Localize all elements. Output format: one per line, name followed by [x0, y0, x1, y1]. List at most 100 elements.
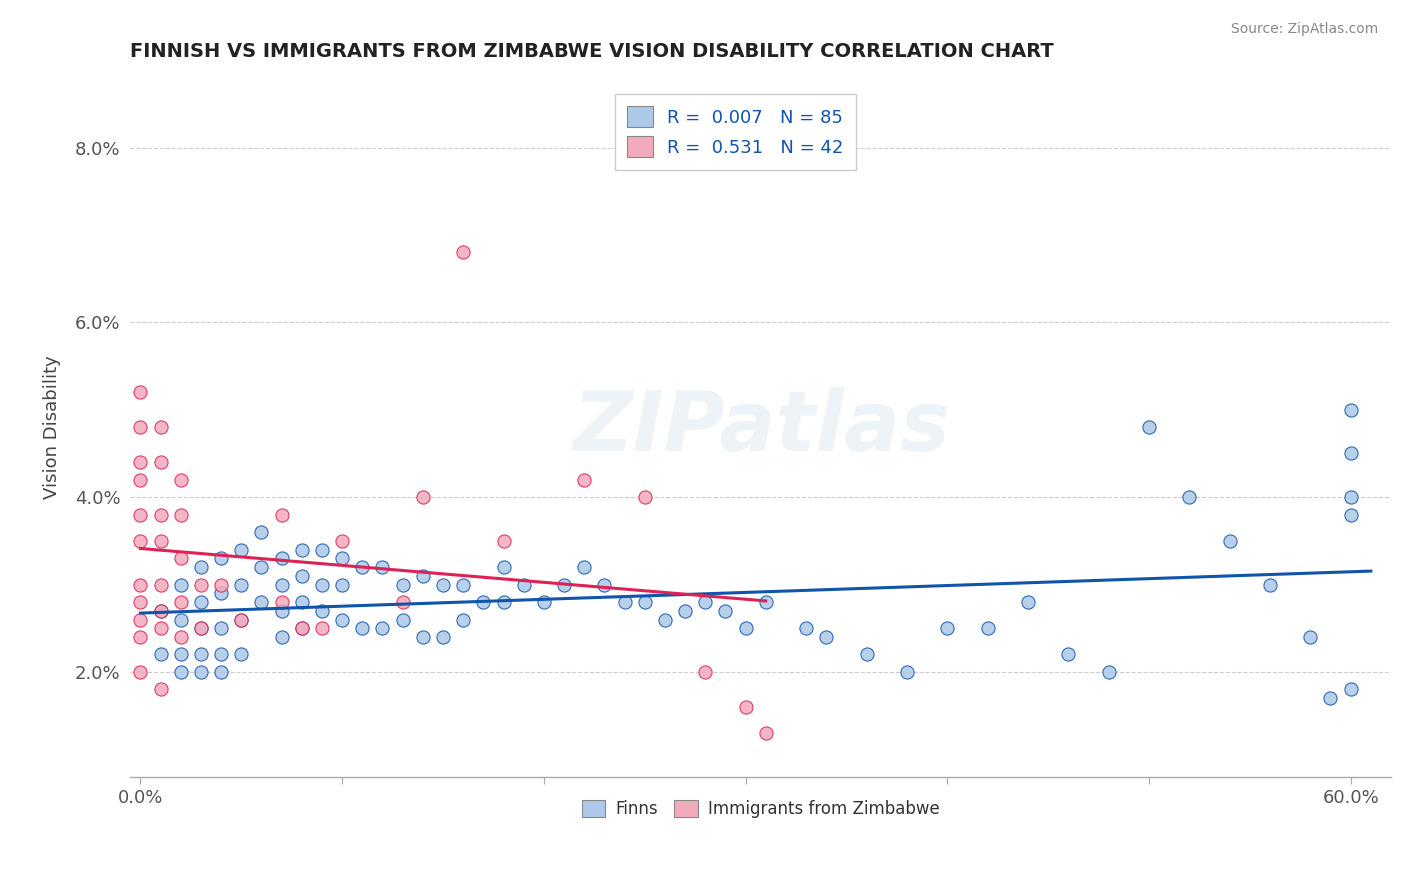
- Point: [391, 595, 413, 609]
- Point: [311, 621, 333, 635]
- Point: [270, 577, 292, 591]
- Legend: Finns, Immigrants from Zimbabwe: Finns, Immigrants from Zimbabwe: [575, 793, 946, 824]
- Point: [209, 586, 232, 600]
- Point: [231, 648, 253, 662]
- Point: [755, 726, 778, 740]
- Point: [129, 533, 152, 548]
- Point: [412, 630, 434, 644]
- Point: [209, 648, 232, 662]
- Point: [291, 621, 314, 635]
- Point: [533, 595, 555, 609]
- Point: [613, 595, 636, 609]
- Point: [391, 613, 413, 627]
- Point: [170, 648, 193, 662]
- Point: [129, 630, 152, 644]
- Point: [794, 621, 817, 635]
- Point: [330, 577, 353, 591]
- Point: [209, 551, 232, 566]
- Point: [330, 551, 353, 566]
- Point: [170, 551, 193, 566]
- Point: [270, 508, 292, 522]
- Point: [129, 385, 152, 400]
- Point: [149, 682, 172, 697]
- Point: [129, 577, 152, 591]
- Point: [593, 577, 616, 591]
- Point: [391, 577, 413, 591]
- Point: [734, 700, 756, 714]
- Point: [190, 595, 212, 609]
- Point: [1340, 682, 1362, 697]
- Point: [231, 542, 253, 557]
- Point: [231, 613, 253, 627]
- Point: [129, 665, 152, 679]
- Point: [270, 595, 292, 609]
- Point: [492, 595, 515, 609]
- Point: [231, 613, 253, 627]
- Point: [492, 533, 515, 548]
- Point: [432, 577, 454, 591]
- Text: FINNISH VS IMMIGRANTS FROM ZIMBABWE VISION DISABILITY CORRELATION CHART: FINNISH VS IMMIGRANTS FROM ZIMBABWE VISI…: [131, 42, 1054, 61]
- Point: [572, 473, 595, 487]
- Point: [291, 569, 314, 583]
- Point: [432, 630, 454, 644]
- Point: [129, 613, 152, 627]
- Point: [129, 595, 152, 609]
- Point: [270, 630, 292, 644]
- Point: [451, 613, 474, 627]
- Point: [1057, 648, 1080, 662]
- Point: [1097, 665, 1119, 679]
- Point: [695, 595, 717, 609]
- Point: [1340, 402, 1362, 417]
- Point: [149, 533, 172, 548]
- Point: [512, 577, 534, 591]
- Point: [695, 665, 717, 679]
- Point: [472, 595, 495, 609]
- Point: [371, 621, 394, 635]
- Point: [352, 560, 374, 574]
- Point: [149, 455, 172, 469]
- Point: [936, 621, 959, 635]
- Point: [1299, 630, 1322, 644]
- Text: ZIPatlas: ZIPatlas: [572, 387, 949, 467]
- Point: [149, 420, 172, 434]
- Point: [209, 665, 232, 679]
- Point: [170, 613, 193, 627]
- Point: [673, 604, 696, 618]
- Point: [755, 595, 778, 609]
- Point: [170, 595, 193, 609]
- Point: [250, 525, 273, 540]
- Point: [412, 490, 434, 504]
- Point: [170, 577, 193, 591]
- Point: [190, 577, 212, 591]
- Point: [330, 533, 353, 548]
- Point: [209, 577, 232, 591]
- Point: [1319, 691, 1341, 706]
- Point: [572, 560, 595, 574]
- Point: [231, 577, 253, 591]
- Point: [209, 621, 232, 635]
- Point: [170, 665, 193, 679]
- Point: [190, 621, 212, 635]
- Point: [291, 542, 314, 557]
- Point: [129, 455, 152, 469]
- Point: [311, 542, 333, 557]
- Point: [311, 604, 333, 618]
- Point: [190, 648, 212, 662]
- Point: [412, 569, 434, 583]
- Point: [149, 508, 172, 522]
- Y-axis label: Vision Disability: Vision Disability: [44, 355, 60, 500]
- Point: [190, 665, 212, 679]
- Point: [371, 560, 394, 574]
- Point: [270, 604, 292, 618]
- Text: Source: ZipAtlas.com: Source: ZipAtlas.com: [1230, 22, 1378, 37]
- Point: [1017, 595, 1039, 609]
- Point: [553, 577, 575, 591]
- Point: [714, 604, 737, 618]
- Point: [634, 490, 657, 504]
- Point: [149, 604, 172, 618]
- Point: [149, 621, 172, 635]
- Point: [190, 621, 212, 635]
- Point: [311, 577, 333, 591]
- Point: [330, 613, 353, 627]
- Point: [896, 665, 918, 679]
